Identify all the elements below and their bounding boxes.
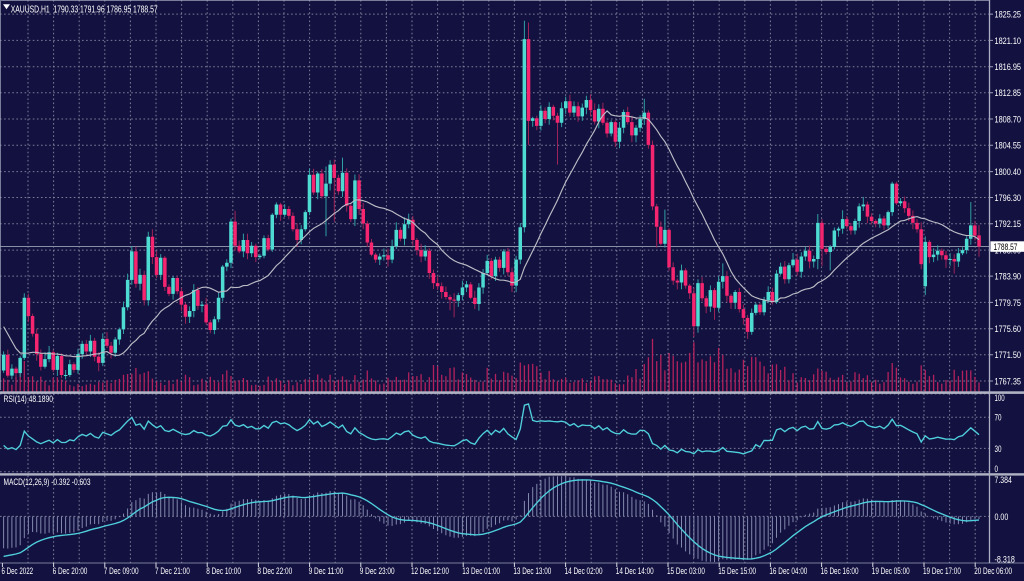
svg-text:1779.75: 1779.75 <box>995 298 1022 309</box>
svg-text:6 Dec 2022: 6 Dec 2022 <box>2 566 34 576</box>
svg-text:1800.40: 1800.40 <box>995 167 1022 178</box>
svg-text:8 Dec 10:00: 8 Dec 10:00 <box>206 566 241 576</box>
svg-text:15 Dec 15:00: 15 Dec 15:00 <box>718 566 756 576</box>
svg-text:14 Dec 14:00: 14 Dec 14:00 <box>616 566 654 576</box>
svg-text:13 Dec 13:00: 13 Dec 13:00 <box>513 566 551 576</box>
svg-text:1821.10: 1821.10 <box>995 36 1022 47</box>
svg-text:XAUUSD,H1 1790.33 1791.96 178: XAUUSD,H1 1790.33 1791.96 1786.95 1788.5… <box>11 5 158 16</box>
svg-text:30: 30 <box>995 444 1002 455</box>
svg-text:14 Dec 02:00: 14 Dec 02:00 <box>565 566 603 576</box>
svg-text:1816.95: 1816.95 <box>995 62 1022 73</box>
svg-text:12 Dec 12:00: 12 Dec 12:00 <box>411 566 449 576</box>
svg-text:1783.90: 1783.90 <box>995 272 1022 283</box>
svg-text:9 Dec 11:00: 9 Dec 11:00 <box>309 566 344 576</box>
svg-text:6 Dec 20:00: 6 Dec 20:00 <box>53 566 88 576</box>
svg-text:-8.318: -8.318 <box>995 555 1015 566</box>
svg-text:0: 0 <box>995 464 999 475</box>
svg-text:16 Dec 04:00: 16 Dec 04:00 <box>769 566 807 576</box>
svg-text:8 Dec 22:00: 8 Dec 22:00 <box>257 566 292 576</box>
svg-text:9 Dec 23:00: 9 Dec 23:00 <box>360 566 395 576</box>
svg-text:7 Dec 21:00: 7 Dec 21:00 <box>155 566 190 576</box>
svg-text:1812.85: 1812.85 <box>995 88 1022 99</box>
svg-text:1796.30: 1796.30 <box>995 193 1022 204</box>
svg-text:19 Dec 17:00: 19 Dec 17:00 <box>923 566 961 576</box>
svg-text:7 Dec 09:00: 7 Dec 09:00 <box>104 566 139 576</box>
svg-text:1788.57: 1788.57 <box>994 242 1018 253</box>
svg-text:RSI(14) 48.1890: RSI(14) 48.1890 <box>4 394 54 405</box>
svg-text:1825.25: 1825.25 <box>995 10 1022 21</box>
svg-text:15 Dec 03:00: 15 Dec 03:00 <box>667 566 705 576</box>
svg-text:1808.70: 1808.70 <box>995 114 1022 125</box>
svg-text:1792.15: 1792.15 <box>995 219 1022 230</box>
svg-text:19 Dec 05:00: 19 Dec 05:00 <box>872 566 910 576</box>
svg-text:20 Dec 06:00: 20 Dec 06:00 <box>974 566 1012 576</box>
svg-text:1771.50: 1771.50 <box>995 350 1022 361</box>
svg-text:16 Dec 16:00: 16 Dec 16:00 <box>821 566 859 576</box>
svg-text:7.384: 7.384 <box>995 475 1012 486</box>
svg-text:13 Dec 01:00: 13 Dec 01:00 <box>462 566 500 576</box>
svg-text:MACD(12,26,9) -0.392 -0.603: MACD(12,26,9) -0.392 -0.603 <box>4 477 91 488</box>
svg-text:100: 100 <box>995 393 1005 404</box>
svg-text:70: 70 <box>995 413 1002 424</box>
svg-text:1775.60: 1775.60 <box>995 324 1022 335</box>
svg-text:1804.55: 1804.55 <box>995 141 1022 152</box>
svg-text:1767.35: 1767.35 <box>995 376 1022 387</box>
svg-text:0.00: 0.00 <box>995 512 1009 523</box>
